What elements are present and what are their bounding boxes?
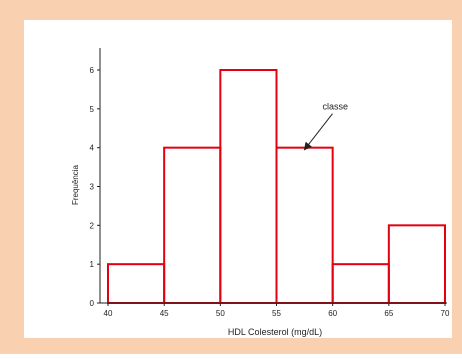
y-tick-label: 4 [90,144,95,153]
x-axis-label: HDL Colesterol (mg/dL) [228,327,322,337]
y-axis-label: Frequência [71,164,80,205]
x-tick-label: 45 [160,309,169,318]
y-tick-label: 1 [90,260,95,269]
y-tick-label: 5 [90,105,95,114]
x-tick-label: 60 [328,309,337,318]
x-tick-label: 55 [272,309,281,318]
y-tick-label: 0 [90,299,95,308]
annotation-arrow [303,113,333,151]
x-tick-label: 50 [216,309,225,318]
x-tick-label: 70 [441,309,450,318]
y-ticks-group: 0 1 2 3 4 5 6 [90,66,100,308]
y-tick-label: 6 [90,66,95,75]
y-tick-label: 2 [90,221,95,230]
x-tick-label: 65 [384,309,393,318]
x-ticks-group: 40 45 50 55 60 65 70 [104,303,450,318]
y-tick-label: 3 [90,183,95,192]
x-tick-label: 40 [104,309,113,318]
annotation-classe: classe [323,102,349,112]
chart-panel [24,20,452,338]
